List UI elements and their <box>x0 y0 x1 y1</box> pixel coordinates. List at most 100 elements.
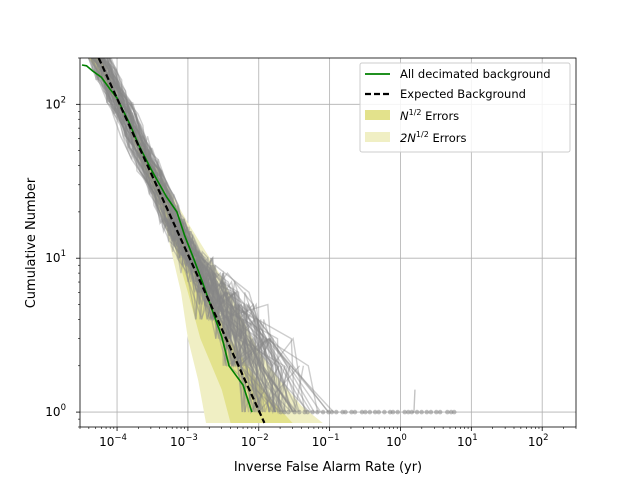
legend-label-n-errors: N1/2 Errors <box>400 108 459 123</box>
background-trial-line <box>104 58 276 413</box>
x-tick-label: 101 <box>457 433 478 449</box>
background-trial-line <box>91 58 259 413</box>
background-trial-line <box>92 58 243 413</box>
legend-label-decimated: All decimated background <box>400 67 551 81</box>
background-trial-line <box>96 58 279 413</box>
background-trial-marker <box>406 409 411 415</box>
background-trial-line <box>103 58 264 413</box>
plot-area <box>81 58 457 424</box>
background-trial-line <box>98 58 300 413</box>
background-trial-marker <box>297 409 302 415</box>
y-tick-label: 100 <box>45 403 66 419</box>
background-trial-line <box>109 58 319 413</box>
x-tick-label: 102 <box>528 433 549 449</box>
background-trial-line <box>96 58 287 413</box>
background-trial-marker <box>286 409 291 415</box>
background-trial-marker <box>352 409 358 415</box>
background-trial-line <box>91 58 246 413</box>
background-trial-line <box>108 58 306 413</box>
background-trial-line <box>91 58 329 413</box>
background-trial-marker <box>445 409 450 415</box>
background-trial-line <box>104 58 275 413</box>
background-trial-marker <box>367 409 373 415</box>
background-trial-line <box>90 58 271 413</box>
background-trial-marker <box>434 409 439 415</box>
background-trial-line <box>97 58 287 413</box>
x-tick-label: 10−3 <box>170 433 198 449</box>
background-trial-line <box>99 58 280 413</box>
y-axis-label: Cumulative Number <box>24 177 39 308</box>
x-tick-label: 10−1 <box>312 433 340 449</box>
background-trial-line <box>88 58 262 413</box>
background-trial-line <box>106 58 276 413</box>
background-trial-line <box>101 58 308 413</box>
legend-frame <box>359 62 571 153</box>
background-trial-marker <box>372 409 378 415</box>
background-trial-marker <box>419 409 424 415</box>
background-trial-marker <box>359 409 365 415</box>
background-trial-marker <box>278 409 284 415</box>
background-trial-line <box>106 58 288 413</box>
background-trial-line <box>109 58 277 413</box>
background-trial-line <box>107 58 277 413</box>
background-trial-line <box>93 58 263 413</box>
background-trial-marker <box>437 409 443 415</box>
background-trial-marker <box>333 409 339 415</box>
background-trial-marker <box>329 409 335 415</box>
background-trial-line <box>100 58 295 413</box>
background-trial-marker <box>409 409 415 415</box>
background-trial-line <box>101 58 284 413</box>
y-tick-label: 102 <box>45 95 66 111</box>
background-trial-line <box>99 58 261 413</box>
background-trial-line <box>90 58 294 413</box>
background-trial-line <box>93 58 315 413</box>
background-trial-marker <box>343 409 348 415</box>
background-trial-line <box>94 58 274 413</box>
background-trial-line <box>95 58 277 413</box>
legend-swatch-n-errors <box>365 110 390 120</box>
background-trial-marker <box>395 409 401 415</box>
background-trial-line <box>94 58 280 415</box>
legend-label-expected: Expected Background <box>400 87 526 101</box>
y-tick-label: 101 <box>45 249 66 265</box>
background-trial-line <box>106 58 273 413</box>
background-trial-line <box>411 389 416 413</box>
background-trial-marker <box>315 409 320 415</box>
background-trial-marker <box>349 409 354 415</box>
background-trial-marker <box>305 409 310 415</box>
background-trial-marker <box>382 409 387 415</box>
legend-swatch-2n-errors <box>365 132 390 142</box>
background-trial-line <box>99 58 272 413</box>
legend-label-2n-errors: 2N1/2 Errors <box>400 130 466 145</box>
background-trial-marker <box>292 409 297 415</box>
expected-background-line <box>97 58 266 424</box>
background-trial-marker <box>320 409 326 415</box>
background-trial-marker <box>282 409 287 415</box>
background-trial-line <box>93 58 285 413</box>
background-trial-line <box>87 58 261 413</box>
background-trial-marker <box>376 409 382 415</box>
background-trial-line <box>100 58 274 413</box>
background-trial-line <box>91 58 312 413</box>
background-trial-line <box>100 58 310 413</box>
background-trial-line <box>91 58 295 413</box>
x-tick-label: 10−4 <box>99 433 127 449</box>
background-trial-marker <box>428 409 434 415</box>
main-series <box>81 58 266 424</box>
background-trial-line <box>92 58 294 413</box>
background-trial-line <box>103 58 322 413</box>
background-trial-line <box>88 58 284 413</box>
background-trial-line <box>106 58 291 415</box>
background-trial-line <box>101 58 288 413</box>
decimated-background-line <box>81 64 253 413</box>
background-trial-line <box>101 58 270 413</box>
background-trial-line <box>90 58 281 413</box>
background-trial-marker <box>402 409 408 415</box>
background-trial-line <box>104 58 298 413</box>
legend: All decimated background Expected Backgr… <box>359 62 571 153</box>
background-trial-marker <box>424 409 430 415</box>
background-trial-line <box>94 58 252 413</box>
background-trial-line <box>91 58 299 413</box>
background-trial-marker <box>451 409 457 415</box>
ticks: 10−4 10−3 10−2 10−1 100 101 102 100 101 102 <box>45 57 577 449</box>
